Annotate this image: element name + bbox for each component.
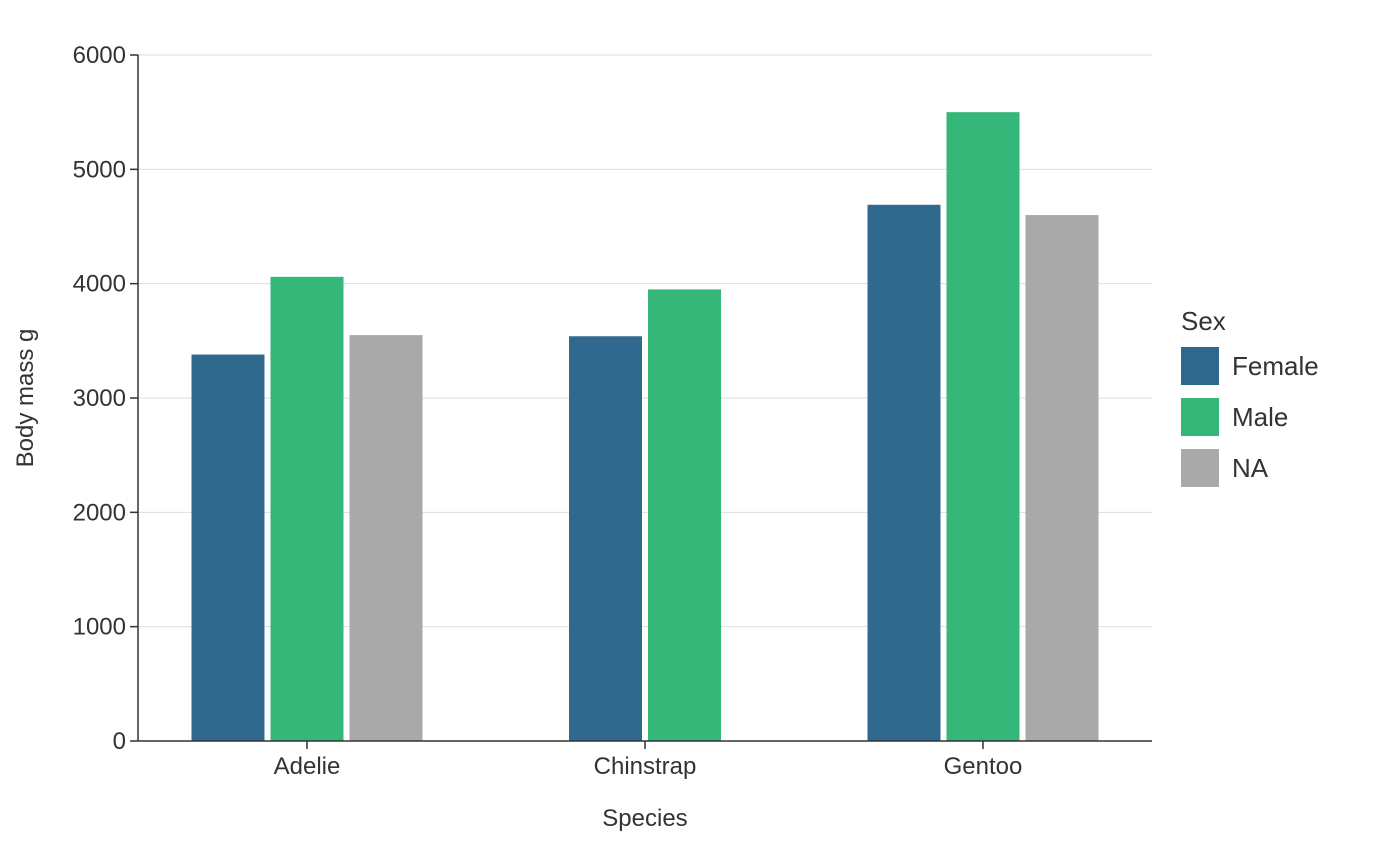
legend-label-female: Female	[1232, 351, 1319, 381]
bar-gentoo-na	[1025, 215, 1099, 742]
bar-gentoo-male	[946, 112, 1020, 741]
x-axis-title: Species	[602, 805, 687, 832]
bars	[191, 112, 1099, 742]
x-tick-label: Chinstrap	[594, 753, 697, 780]
x-tick-label: Gentoo	[944, 753, 1023, 780]
legend-label-na: NA	[1232, 453, 1269, 483]
x-tick-label: Adelie	[274, 753, 341, 780]
y-tick-label: 4000	[73, 271, 126, 298]
legend-swatch-female	[1181, 347, 1219, 385]
bar-chinstrap-male	[648, 289, 721, 741]
y-tick-label: 6000	[73, 42, 126, 69]
bar-chinstrap-female	[569, 336, 642, 741]
legend-swatch-na	[1181, 449, 1219, 487]
bar-gentoo-female	[867, 204, 941, 741]
legend: Sex Female Male NA	[1181, 306, 1319, 487]
y-tick-label: 3000	[73, 385, 126, 412]
y-tick-label: 2000	[73, 499, 126, 526]
legend-title: Sex	[1181, 306, 1226, 336]
bar-adelie-male	[270, 276, 344, 741]
y-axis-title: Body mass g	[12, 329, 39, 468]
legend-swatch-male	[1181, 398, 1219, 436]
legend-label-male: Male	[1232, 402, 1288, 432]
bar-adelie-na	[349, 335, 423, 741]
axes: 0 1000 2000 3000 4000 5000 6000 Adelie Chinstrap…	[73, 42, 1152, 780]
y-tick-label: 5000	[73, 156, 126, 183]
y-tick-label: 1000	[73, 614, 126, 641]
bar-adelie-female	[191, 354, 265, 741]
y-tick-label: 0	[113, 728, 126, 755]
